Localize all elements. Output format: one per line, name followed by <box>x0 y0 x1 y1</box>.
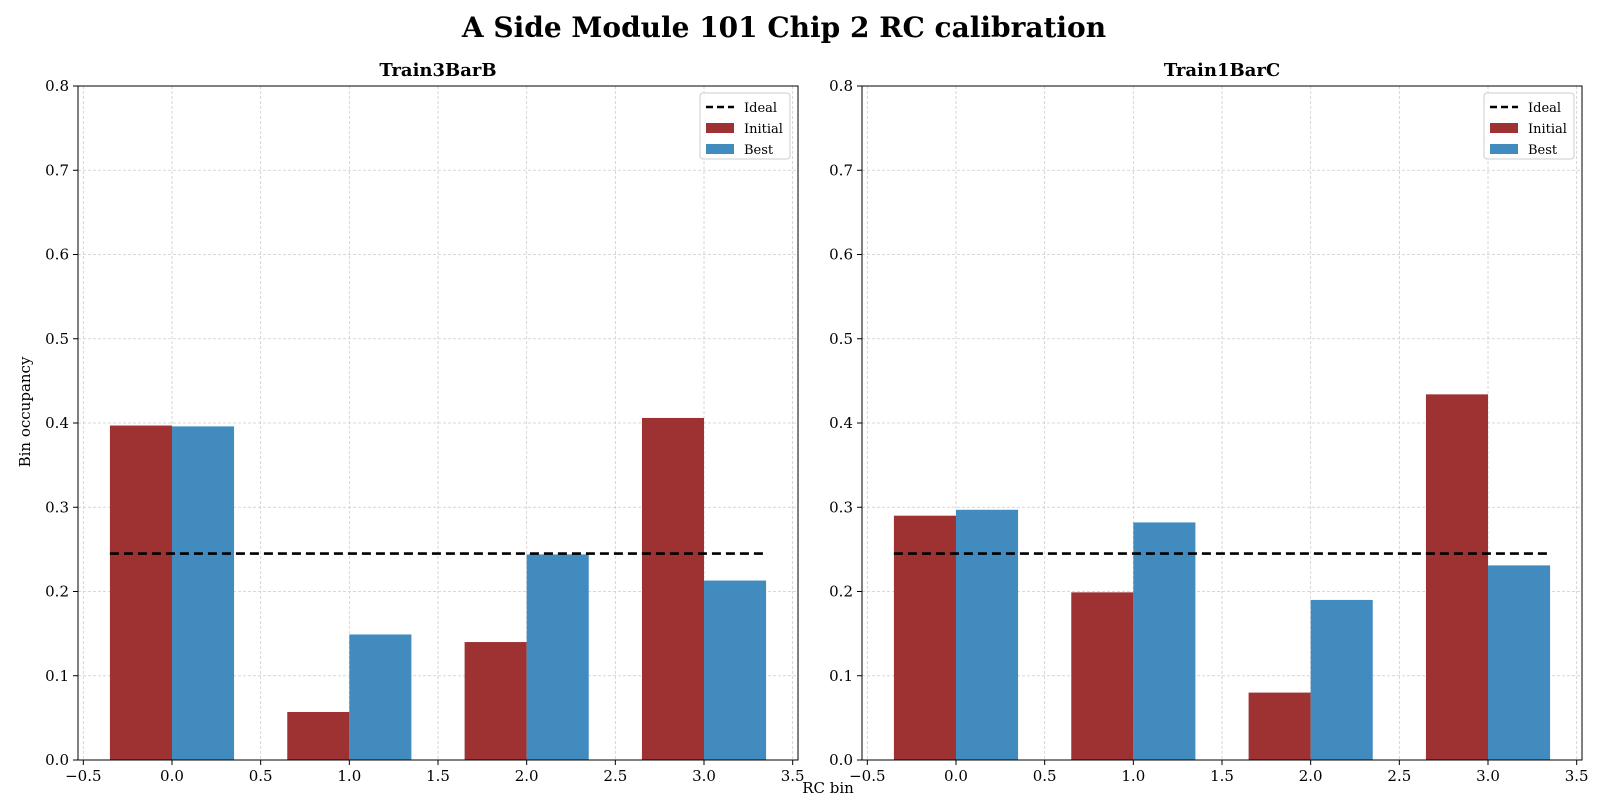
bar-best-0 <box>171 426 235 760</box>
x-tick-label: 1.0 <box>337 767 361 785</box>
x-tick-label: 0.0 <box>944 767 968 785</box>
legend-label-best: Best <box>744 143 774 158</box>
bar-best-2 <box>1310 599 1373 760</box>
bar-best-3 <box>704 580 767 760</box>
subplot-train3barb: −0.5 0.0 0.5 1.0 1.5 2.0 2.5 3.0 3.50.00.10.20.3… <box>45 60 804 785</box>
y-tick-label: 0.3 <box>829 498 853 516</box>
x-tick-label: 0.5 <box>249 767 273 785</box>
y-tick-label: 0.6 <box>829 246 853 264</box>
x-tick-label: 0.5 <box>1033 767 1057 785</box>
figure-title: A Side Module 101 Chip 2 RC calibration <box>461 11 1106 44</box>
y-tick-label: 0.6 <box>45 246 69 264</box>
y-tick-label: 0.8 <box>829 77 853 95</box>
legend-best-swatch <box>1490 144 1518 154</box>
y-tick-label: 0.1 <box>45 667 69 685</box>
bar-initial-0 <box>109 425 172 760</box>
x-tick-label: 3.5 <box>1565 767 1589 785</box>
y-tick-label: 0.2 <box>45 583 69 601</box>
x-tick-label: 2.0 <box>515 767 539 785</box>
bar-best-2 <box>526 554 589 760</box>
y-tick-label: 0.2 <box>829 583 853 601</box>
x-tick-label: 2.5 <box>603 767 627 785</box>
bar-best-1 <box>349 634 412 760</box>
x-tick-label: 1.0 <box>1121 767 1145 785</box>
ylabel: Bin occupancy <box>16 356 34 467</box>
x-tick-label: −0.5 <box>65 767 101 785</box>
x-tick-label: −0.5 <box>849 767 885 785</box>
bar-initial-2 <box>1248 692 1311 760</box>
y-tick-label: 0.7 <box>829 161 853 179</box>
bar-best-3 <box>1488 565 1551 760</box>
y-tick-label: 0.4 <box>829 414 853 432</box>
legend-label-best: Best <box>1528 143 1558 158</box>
bar-initial-3 <box>1425 394 1489 760</box>
x-tick-label: 3.0 <box>1476 767 1500 785</box>
y-tick-label: 0.0 <box>829 751 853 769</box>
bar-initial-3 <box>641 417 705 760</box>
y-tick-label: 0.0 <box>45 751 69 769</box>
x-tick-label: 2.5 <box>1387 767 1411 785</box>
x-tick-label: 3.0 <box>692 767 716 785</box>
x-tick-label: 2.0 <box>1299 767 1323 785</box>
legend-initial-swatch <box>1490 123 1518 133</box>
bar-initial-1 <box>1071 592 1134 760</box>
legend-initial-swatch <box>706 123 734 133</box>
y-tick-label: 0.1 <box>829 667 853 685</box>
y-tick-label: 0.5 <box>45 330 69 348</box>
legend-label-ideal: Ideal <box>1528 101 1561 116</box>
bar-best-1 <box>1133 522 1196 760</box>
legend <box>1483 92 1575 160</box>
legend <box>699 92 791 160</box>
subplot-train1barc: −0.5 0.0 0.5 1.0 1.5 2.0 2.5 3.0 3.50.00.10.20.3… <box>829 60 1588 785</box>
x-tick-label: 0.0 <box>160 767 184 785</box>
y-tick-label: 0.4 <box>45 414 69 432</box>
legend-best-swatch <box>706 144 734 154</box>
y-tick-label: 0.7 <box>45 161 69 179</box>
x-tick-label: 3.5 <box>781 767 805 785</box>
subplot-title: Train3BarB <box>379 60 496 81</box>
legend-label-initial: Initial <box>744 122 783 137</box>
y-tick-label: 0.5 <box>829 330 853 348</box>
x-tick-label: 1.5 <box>1210 767 1234 785</box>
y-tick-label: 0.3 <box>45 498 69 516</box>
legend-label-ideal: Ideal <box>744 101 777 116</box>
bar-initial-2 <box>464 642 527 760</box>
y-tick-label: 0.8 <box>45 77 69 95</box>
x-tick-label: 1.5 <box>426 767 450 785</box>
xlabel: RC bin <box>802 779 854 797</box>
legend-label-initial: Initial <box>1528 122 1567 137</box>
bar-initial-0 <box>893 515 956 760</box>
bar-best-0 <box>955 509 1019 760</box>
subplot-title: Train1BarC <box>1164 60 1280 81</box>
bar-initial-1 <box>287 711 350 760</box>
